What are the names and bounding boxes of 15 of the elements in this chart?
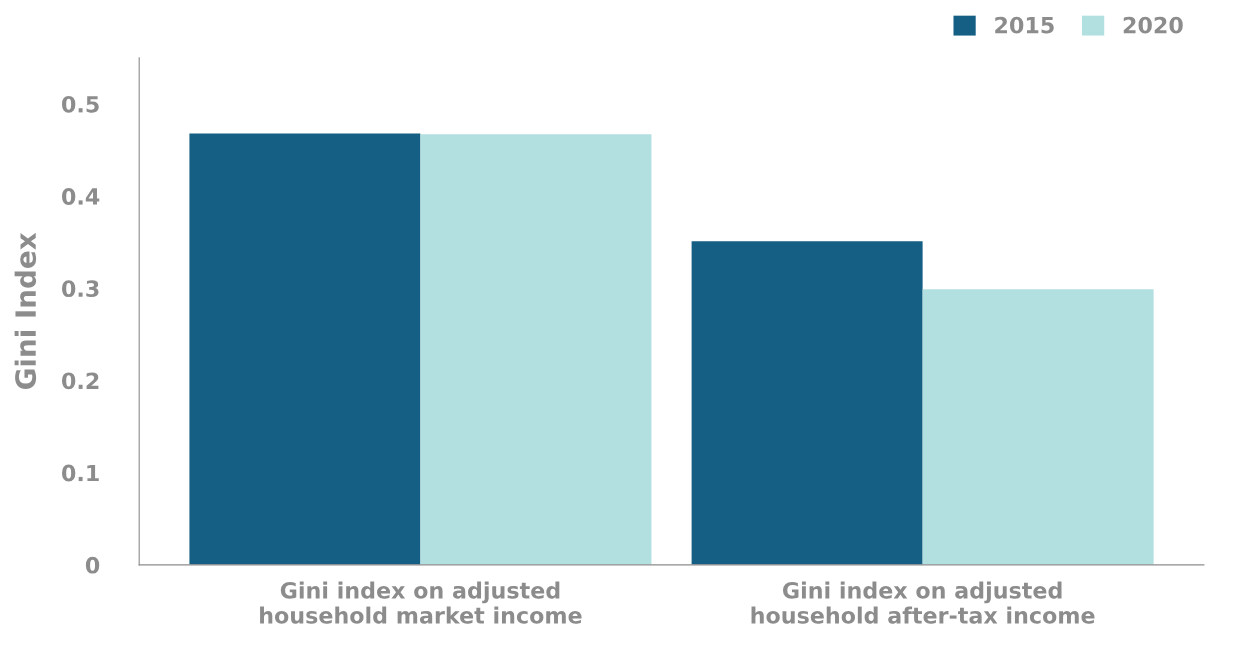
bar bbox=[189, 133, 421, 565]
bar bbox=[691, 241, 923, 565]
x-tick-label: Gini index on adjusted household market income bbox=[260, 581, 582, 624]
legend-label: 2020 bbox=[1123, 16, 1183, 34]
y-axis-title: Gini Index bbox=[14, 232, 37, 389]
x-tick-label: Gini index on adjusted household after-tax income bbox=[751, 581, 1095, 624]
legend-label: 2015 bbox=[995, 16, 1054, 34]
y-tick-label: 0.3 bbox=[62, 280, 99, 298]
y-tick-label: 0.5 bbox=[62, 95, 99, 113]
bar bbox=[420, 134, 652, 565]
y-tick-label: 0.4 bbox=[62, 188, 100, 205]
y-tick-label: 0.1 bbox=[62, 464, 99, 482]
y-tick-label: 0 bbox=[85, 556, 100, 574]
bar bbox=[922, 289, 1154, 565]
y-tick-label: 0.2 bbox=[62, 372, 99, 390]
